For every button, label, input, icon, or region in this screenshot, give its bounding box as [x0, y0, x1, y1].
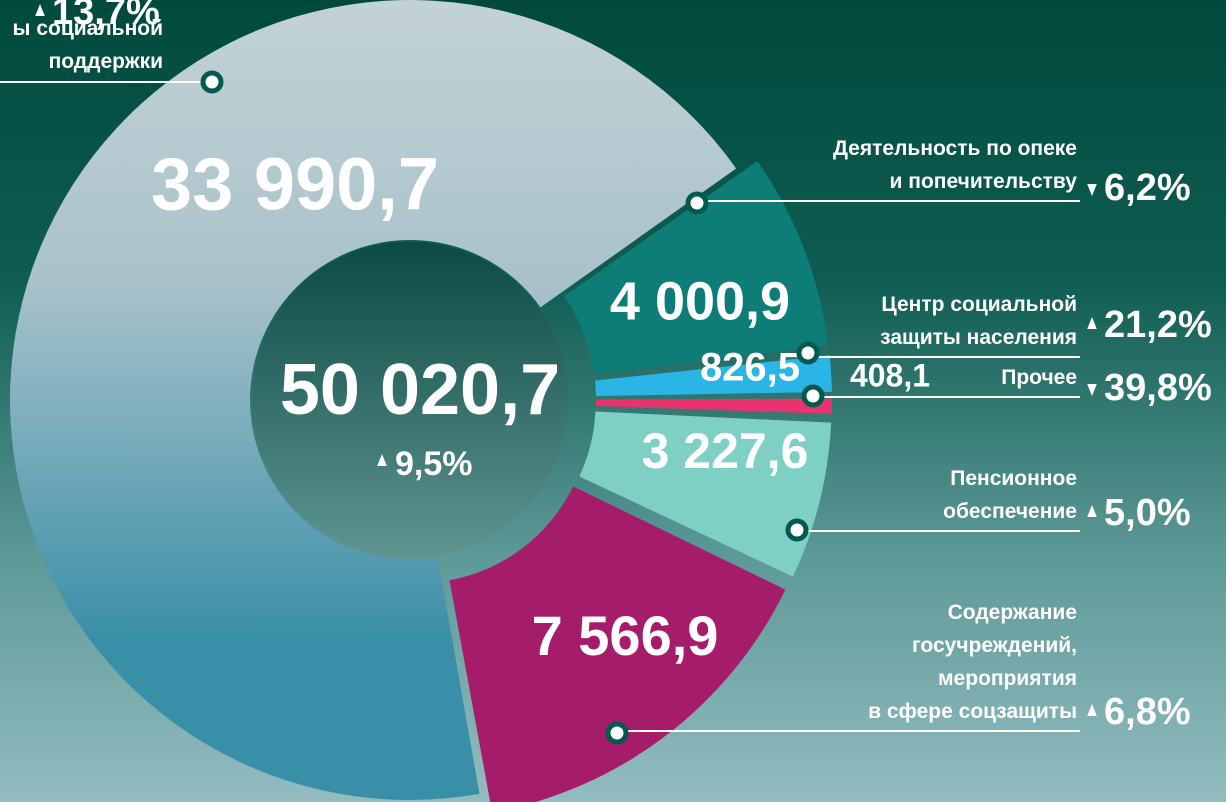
- change-label: 6,8%: [1104, 691, 1191, 733]
- change-arrow: [1087, 184, 1097, 196]
- category-label: Пенсионное обеспечение: [943, 467, 1077, 523]
- callout-dot: [801, 384, 825, 408]
- pie-slice: [564, 161, 829, 375]
- change-label: 21,2%: [1104, 304, 1212, 346]
- change-label: 6,2%: [1104, 167, 1191, 209]
- pie-slice: [595, 398, 832, 414]
- change-arrow: [377, 454, 387, 466]
- change-arrow: [1087, 317, 1097, 329]
- value-label: 3 227,6: [642, 423, 809, 479]
- callout-dot: [685, 191, 709, 215]
- change-label: 13,7%: [52, 0, 160, 33]
- pie-slice: [449, 486, 786, 802]
- change-arrow: [1087, 704, 1097, 716]
- callout-dot: [200, 70, 224, 94]
- callout-dot: [796, 341, 820, 365]
- pie-slice: [594, 355, 832, 397]
- category-label: ы социальной поддержки: [12, 17, 163, 73]
- value-label: 7 566,9: [532, 604, 719, 667]
- category-label: Содержание госучреждений, мероприятия в …: [868, 601, 1077, 723]
- change-arrow: [1087, 384, 1097, 396]
- category-label: Деятельность по опеке и попечительству: [832, 137, 1077, 193]
- value-label: 826,5: [700, 346, 800, 390]
- change-label: 39,8%: [1104, 367, 1212, 409]
- change-label: 5,0%: [1104, 492, 1191, 534]
- pie-slice: [10, 0, 737, 800]
- change-arrow: [35, 4, 45, 16]
- total-change: 9,5%: [395, 445, 473, 483]
- callout-dot: [785, 518, 809, 542]
- change-arrow: [1087, 505, 1097, 517]
- pie-slice: [579, 411, 832, 577]
- category-label: Прочее: [1001, 366, 1077, 389]
- category-label: Центр социальной защиты населения: [880, 293, 1077, 349]
- total-label: 50 020,7: [280, 350, 560, 430]
- center-circle: [252, 242, 568, 558]
- value-label: 408,1: [850, 357, 930, 393]
- callout-dot: [605, 721, 629, 745]
- value-label: 33 990,7: [151, 143, 439, 226]
- value-label: 4 000,9: [610, 271, 790, 331]
